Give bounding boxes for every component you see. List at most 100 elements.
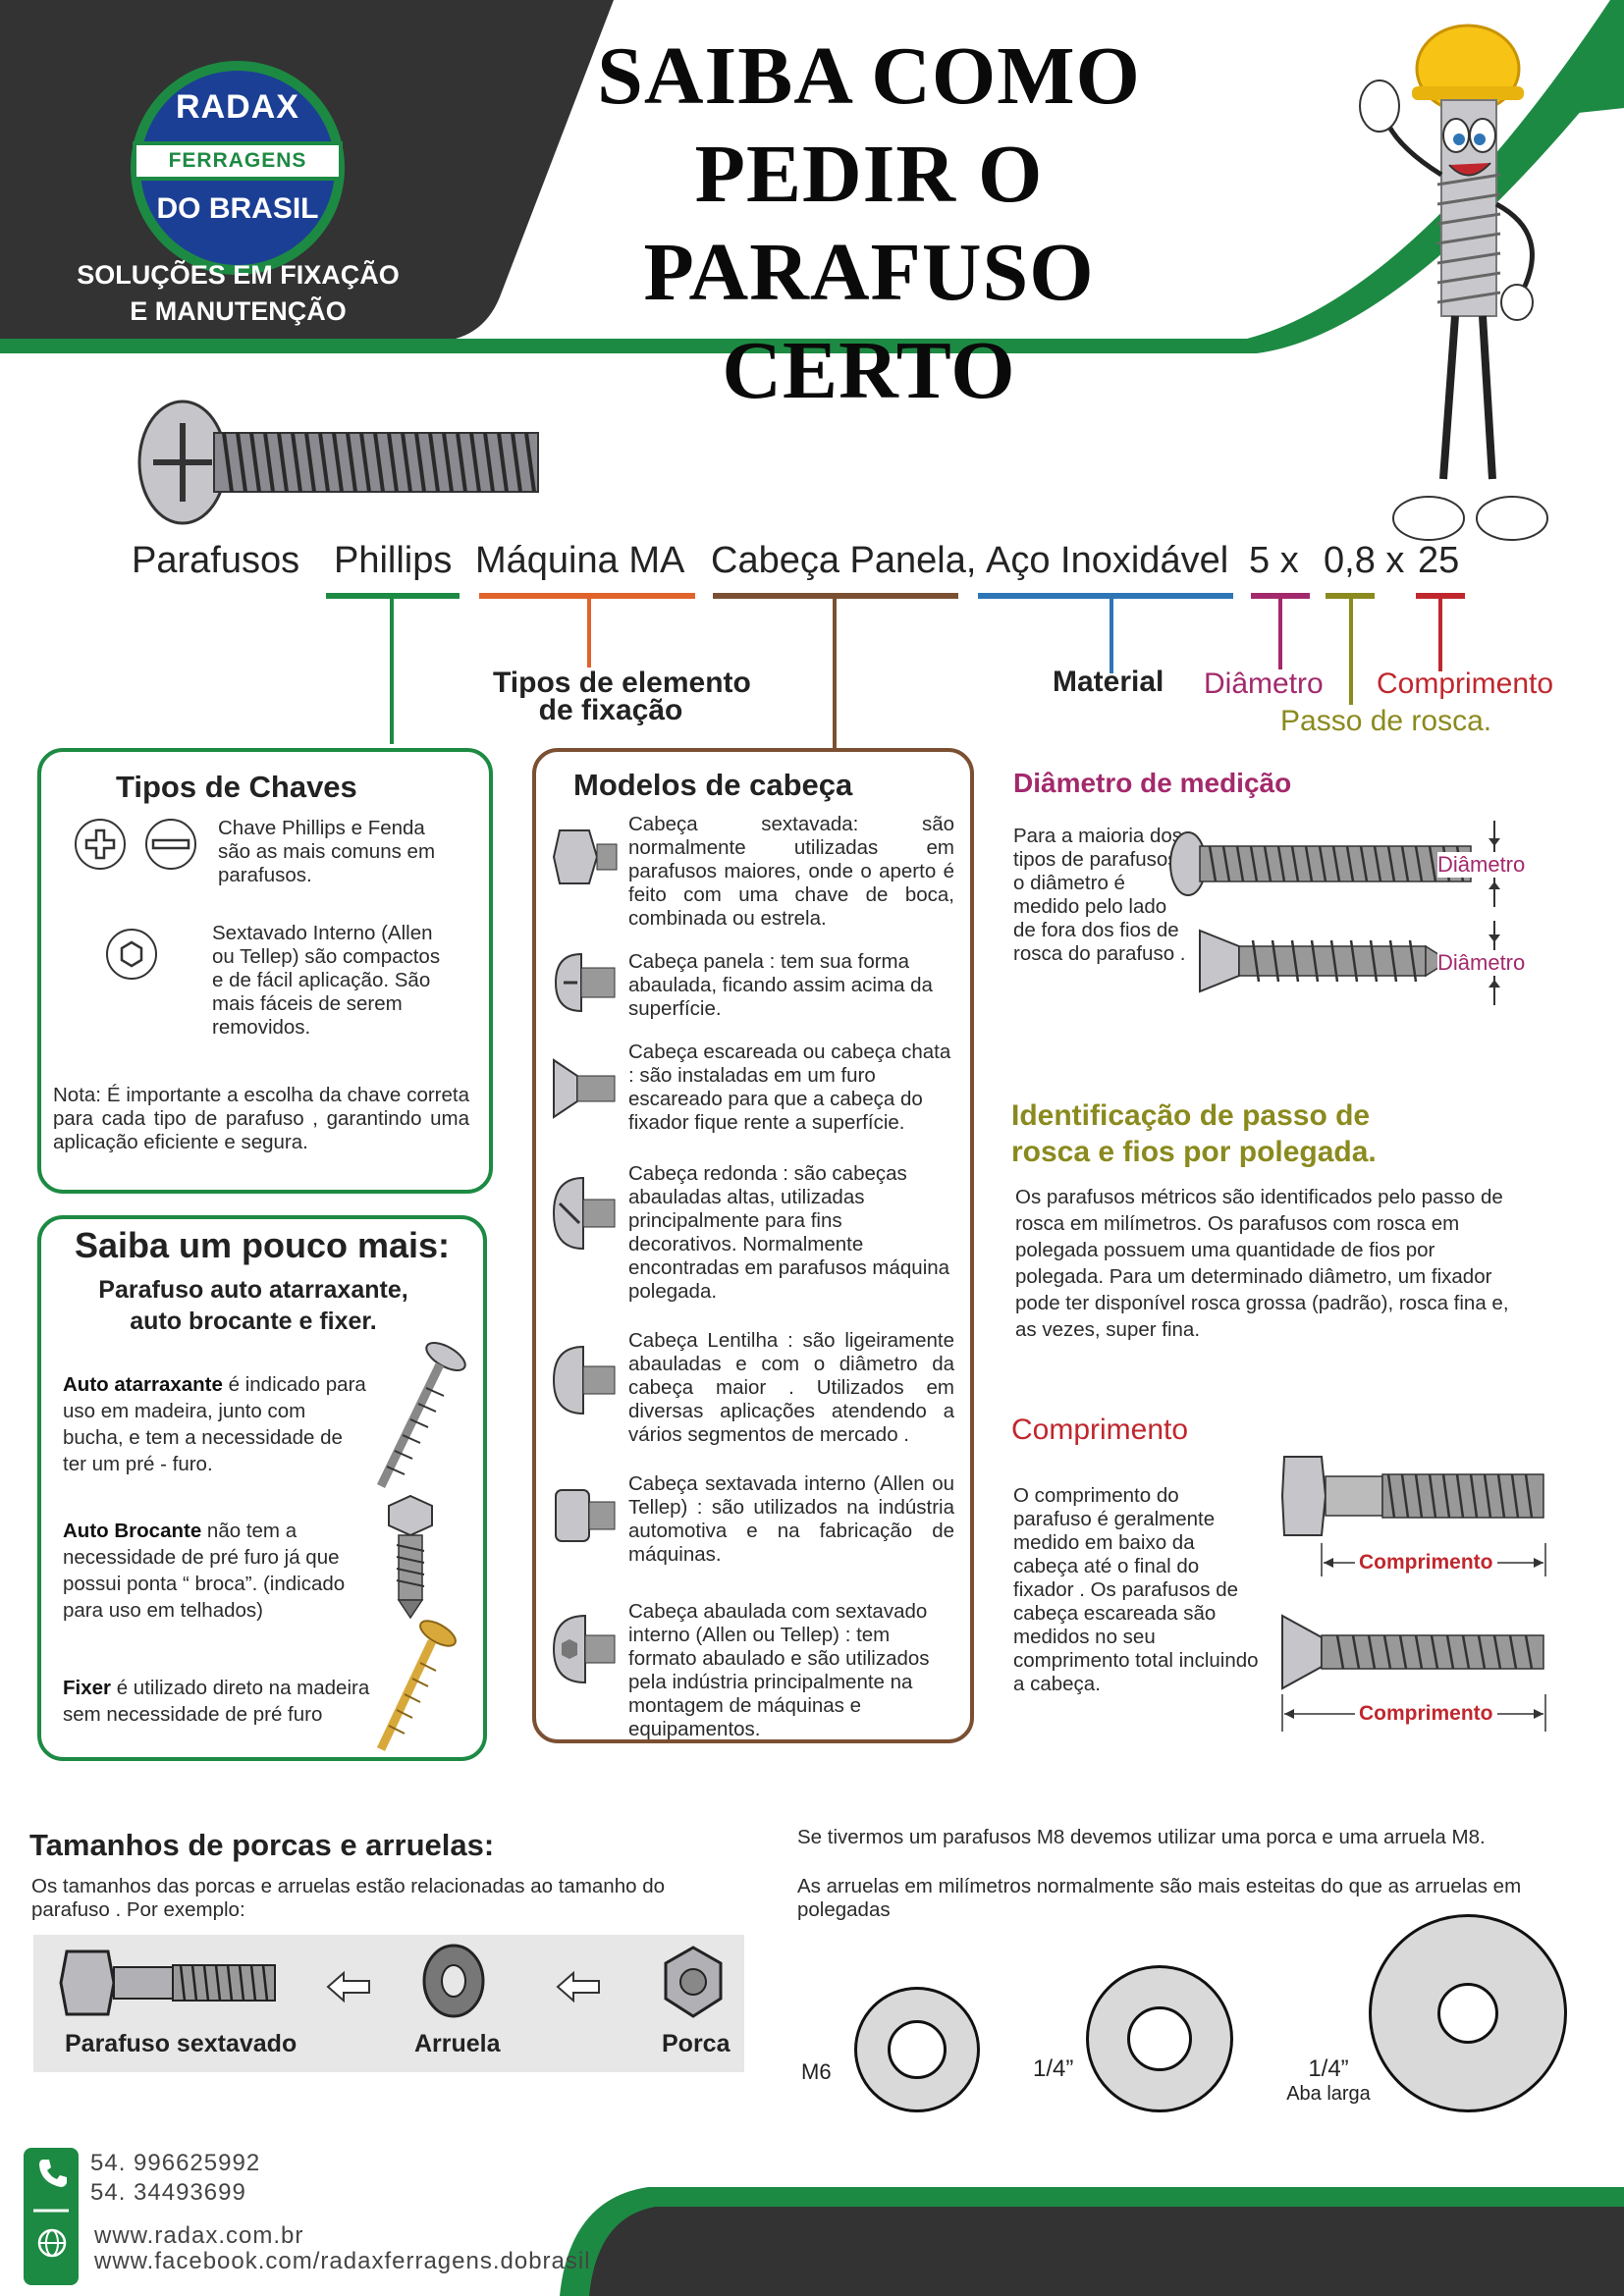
diameter-diagram bbox=[1169, 821, 1500, 1005]
saiba-mais-box bbox=[37, 1215, 487, 1761]
modelo-sextavada-interno: Cabeça sextavada interno (Allen ou Telle… bbox=[628, 1472, 954, 1566]
modelo-panela: Cabeça panela : tem sua forma abaulada, … bbox=[628, 950, 933, 1020]
length-label-2: Comprimento bbox=[1355, 1702, 1497, 1726]
arruelas-estreitas-text: As arruelas em milímetros normalmente sã… bbox=[797, 1875, 1522, 1921]
allen-description: Sextavado Interno (Allen ou Tellep) são … bbox=[212, 922, 441, 1039]
phillips-drive-icon bbox=[75, 819, 126, 870]
washer-label-aba-larga: Aba larga bbox=[1286, 2083, 1371, 2105]
hex-nut-icon bbox=[664, 1946, 723, 2018]
washer-label-quarter: 1/4” bbox=[1033, 2056, 1074, 2082]
fixer-text: Fixer é utilizado direto na madeira sem … bbox=[63, 1675, 387, 1728]
washer-label-quarter-wide: 1/4” Aba larga bbox=[1284, 2056, 1373, 2106]
company-logo: RADAX FERRAGENS DO BRASIL bbox=[131, 61, 345, 275]
phillips-description: Chave Phillips e Fenda são as mais comun… bbox=[218, 817, 436, 886]
spec-length-25: 25 bbox=[1418, 540, 1460, 581]
fixer-label: Fixer bbox=[63, 1677, 111, 1699]
label-arruela: Arruela bbox=[414, 2030, 501, 2057]
modelo-lentilha: Cabeça Lentilha : são ligeiramente abaul… bbox=[628, 1329, 954, 1446]
phillips-machine-screw-illustration bbox=[137, 400, 539, 525]
slogan: SOLUÇÕES EM FIXAÇÃO E MANUTENÇÃO bbox=[69, 257, 407, 330]
arrow-left-icon-2 bbox=[556, 1970, 600, 2003]
washer-quarter-hole bbox=[1127, 2006, 1192, 2071]
passo-title-line-2: rosca e fios por polegada. bbox=[1011, 1136, 1377, 1168]
modelo-sextavada: Cabeça sextavada: são normalmente utiliz… bbox=[628, 813, 954, 930]
passo-title: Identificação de passo de rosca e fios p… bbox=[1011, 1097, 1377, 1170]
passo-text: Os parafusos métricos são identificados … bbox=[1015, 1186, 1509, 1341]
auto-atarraxante-text: Auto atarraxante é indicado para uso em … bbox=[63, 1371, 367, 1477]
auto-atarraxante-desc: é indicado para uso em madeira, junto co… bbox=[63, 1373, 366, 1475]
washer-side-icon bbox=[422, 1944, 485, 2018]
round-head-icon bbox=[552, 1176, 616, 1251]
hex-bolt-icon bbox=[59, 1949, 276, 2016]
tipos-chaves-title: Tipos de Chaves bbox=[116, 770, 357, 804]
flat-head-icon bbox=[553, 1058, 616, 1119]
spec-cabeca: Cabeça Panela, bbox=[711, 540, 977, 581]
phone-2[interactable]: 54. 34493699 bbox=[90, 2179, 246, 2206]
modelos-cabeca-box bbox=[532, 748, 974, 1743]
title-line-1: SAIBA COMO bbox=[597, 30, 1141, 122]
connector-passo bbox=[1349, 597, 1353, 705]
phone-1[interactable]: 54. 996625992 bbox=[90, 2150, 261, 2176]
diametro-text: Para a maioria dos tipos de parafusos, o… bbox=[1013, 825, 1186, 965]
porcas-title: Tamanhos de porcas e arruelas: bbox=[29, 1828, 495, 1862]
facebook-link[interactable]: www.facebook.com/radaxferragens.dobrasil bbox=[94, 2248, 591, 2274]
underline-cabeca bbox=[713, 593, 958, 599]
length-diagram bbox=[1280, 1456, 1546, 1732]
underline-diametro bbox=[1251, 593, 1310, 599]
logo-text-band: FERRAGENS bbox=[133, 141, 343, 181]
washer-label-quarter-wide-size: 1/4” bbox=[1308, 2056, 1349, 2082]
spec-diameter-5: 5 x bbox=[1249, 540, 1299, 581]
phone-icon bbox=[39, 2160, 67, 2187]
washer-m6-hole bbox=[888, 2020, 947, 2079]
diameter-label-1: Diâmetro bbox=[1437, 852, 1526, 878]
logo-text-top: RADAX bbox=[176, 88, 299, 126]
label-material: Material bbox=[1053, 666, 1164, 698]
footer-background bbox=[24, 2148, 1624, 2296]
diametro-title: Diâmetro de medição bbox=[1013, 768, 1292, 798]
self-tapping-screw-illustration bbox=[376, 1342, 466, 1488]
connector-phillips bbox=[390, 597, 394, 744]
spec-material: Aço Inoxidável bbox=[986, 540, 1229, 581]
connector-cabeca bbox=[833, 597, 837, 750]
button-socket-head-icon bbox=[552, 1614, 616, 1684]
connector-comprimento bbox=[1438, 597, 1442, 671]
title-line-2: PEDIR O bbox=[694, 129, 1044, 220]
label-tipos-fixacao: Tipos de elemento de fixação bbox=[493, 667, 751, 726]
fixer-desc: é utilizado direto na madeira sem necess… bbox=[63, 1677, 370, 1726]
spec-phillips: Phillips bbox=[334, 540, 453, 581]
modelos-cabeca-title: Modelos de cabeça bbox=[573, 768, 853, 802]
auto-brocante-label: Auto Brocante bbox=[63, 1520, 202, 1542]
diameter-label-2: Diâmetro bbox=[1437, 950, 1526, 976]
porcas-text: Os tamanhos das porcas e arruelas estão … bbox=[31, 1875, 665, 1921]
logo-text-bottom: DO BRASIL bbox=[156, 192, 319, 225]
underline-phillips bbox=[326, 593, 460, 599]
auto-atarraxante-label: Auto atarraxante bbox=[63, 1373, 223, 1396]
bolt-washer-nut-strip bbox=[33, 1935, 744, 2072]
label-passo-rosca: Passo de rosca. bbox=[1280, 705, 1492, 737]
page-title: SAIBA COMO PEDIR O PARAFUSO CERTO bbox=[491, 27, 1247, 420]
socket-head-icon bbox=[555, 1489, 616, 1542]
washer-quarter-wide-hole bbox=[1437, 1983, 1498, 2044]
screw-mascot-illustration bbox=[1359, 24, 1548, 541]
pan-head-icon bbox=[554, 952, 616, 1013]
modelo-redonda: Cabeça redonda : são cabeças abauladas a… bbox=[628, 1162, 950, 1303]
underline-material bbox=[978, 593, 1233, 599]
modelo-abaulada-sextavado: Cabeça abaulada com sextavado interno (A… bbox=[628, 1600, 930, 1740]
auto-brocante-desc: não tem a necessidade de pré furo já que… bbox=[63, 1520, 346, 1622]
label-tipos-line-2: de fixação bbox=[538, 694, 683, 726]
auto-brocante-text: Auto Brocante não tem a necessidade de p… bbox=[63, 1518, 367, 1624]
slogan-line-1: SOLUÇÕES EM FIXAÇÃO bbox=[77, 260, 400, 290]
self-drilling-screw-illustration bbox=[388, 1494, 433, 1620]
label-tipos-line-1: Tipos de elemento bbox=[493, 667, 751, 699]
website-link[interactable]: www.radax.com.br bbox=[94, 2222, 304, 2249]
m8-text: Se tivermos um parafusos M8 devemos util… bbox=[797, 1826, 1486, 1848]
arrow-left-icon-1 bbox=[326, 1970, 370, 2003]
washer-label-m6: M6 bbox=[801, 2059, 832, 2084]
slotted-drive-icon bbox=[145, 819, 196, 870]
connector-material bbox=[1110, 597, 1113, 673]
subtitle-line-1: Parafuso auto atarraxante, bbox=[98, 1276, 408, 1304]
comprimento-text: O comprimento do parafuso é geralmente m… bbox=[1013, 1484, 1259, 1695]
fixer-screw-illustration bbox=[376, 1620, 457, 1751]
spec-pitch-08: 0,8 x bbox=[1324, 540, 1405, 581]
saiba-mais-subtitle: Parafuso auto atarraxante, auto brocante… bbox=[37, 1274, 469, 1337]
